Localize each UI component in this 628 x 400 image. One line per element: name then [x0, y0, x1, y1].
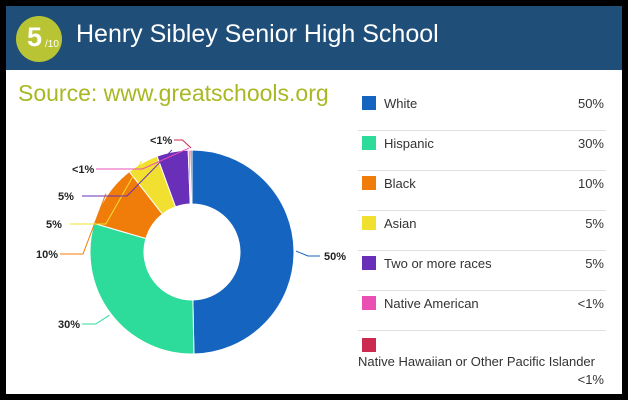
legend-label-white: White — [384, 96, 418, 111]
leader-line-black — [60, 193, 107, 255]
card: 5 /10 Henry Sibley Senior High School So… — [6, 6, 622, 394]
legend-item-white: White 50% — [358, 90, 606, 131]
legend-value-black: 10% — [577, 176, 604, 191]
legend-swatch-white — [362, 96, 376, 110]
legend-item-asian: Asian 5% — [358, 210, 606, 251]
legend-swatch-black — [362, 176, 376, 190]
leader-line-hispanic — [82, 314, 110, 325]
legend-value-native-hawaiian-or-other-pacific-islander: <1% — [577, 372, 604, 387]
legend-item-two-or-more-races: Two or more races 5% — [358, 250, 606, 291]
legend-value-hispanic: 30% — [577, 136, 604, 151]
slice-native-hawaiian-or-other-pacific-islander — [189, 149, 193, 205]
legend-value-white: 50% — [577, 96, 604, 111]
slice-label-white: 50% — [324, 251, 346, 263]
legend-label-hispanic: Hispanic — [384, 136, 434, 151]
legend-item-hispanic: Hispanic 30% — [358, 130, 606, 171]
rating-badge: 5 /10 — [16, 16, 62, 62]
slice-label-two-or-more-races: 5% — [58, 191, 74, 203]
slice-hispanic — [89, 222, 195, 355]
legend-swatch-two-or-more-races — [362, 256, 376, 270]
legend-value-two-or-more-races: 5% — [585, 256, 604, 271]
legend-swatch-native-american — [362, 296, 376, 310]
leader-line-native-american — [96, 147, 190, 170]
leader-line-white — [295, 250, 320, 257]
source-caption: Source: www.greatschools.org — [18, 80, 329, 106]
slice-label-asian: 5% — [46, 219, 62, 231]
slice-label-hispanic: 30% — [58, 319, 80, 331]
legend-label-native-american: Native American — [384, 296, 479, 311]
legend-item-native-american: Native American <1% — [358, 290, 606, 331]
school-title: Henry Sibley Senior High School — [76, 20, 439, 48]
rating-scale: /10 — [45, 39, 59, 50]
legend-value-asian: 5% — [585, 216, 604, 231]
slice-label-native-hawaiian-or-other-pacific-islander: <1% — [150, 135, 173, 147]
legend-label-black: Black — [384, 176, 416, 191]
donut-chart: 50% 30% 10% 5% 5% <1% <1% — [36, 135, 346, 355]
legend-label-native-hawaiian-or-other-pacific-islander: Native Hawaiian or Other Pacific Islande… — [358, 354, 595, 369]
legend-swatch-native-hawaiian-or-other-pacific-islander — [362, 338, 376, 352]
legend-swatch-asian — [362, 216, 376, 230]
slice-label-native-american: <1% — [72, 164, 95, 176]
rating-value: 5 — [27, 22, 43, 52]
header-bar: 5 /10 Henry Sibley Senior High School — [6, 6, 622, 70]
legend-item-native-hawaiian-or-other-pacific-islander: Native Hawaiian or Other Pacific Islande… — [358, 332, 606, 388]
legend-label-asian: Asian — [384, 216, 417, 231]
leader-line-native-hawaiian-or-other-pacific-islander — [174, 139, 192, 149]
leader-line-asian — [70, 160, 143, 225]
legend-item-black: Black 10% — [358, 170, 606, 211]
legend-value-native-american: <1% — [577, 296, 604, 311]
leader-line-two-or-more-races — [82, 149, 173, 197]
legend-swatch-hispanic — [362, 136, 376, 150]
legend-label-two-or-more-races: Two or more races — [384, 256, 492, 271]
slice-label-black: 10% — [36, 249, 58, 261]
slice-white — [191, 149, 295, 355]
